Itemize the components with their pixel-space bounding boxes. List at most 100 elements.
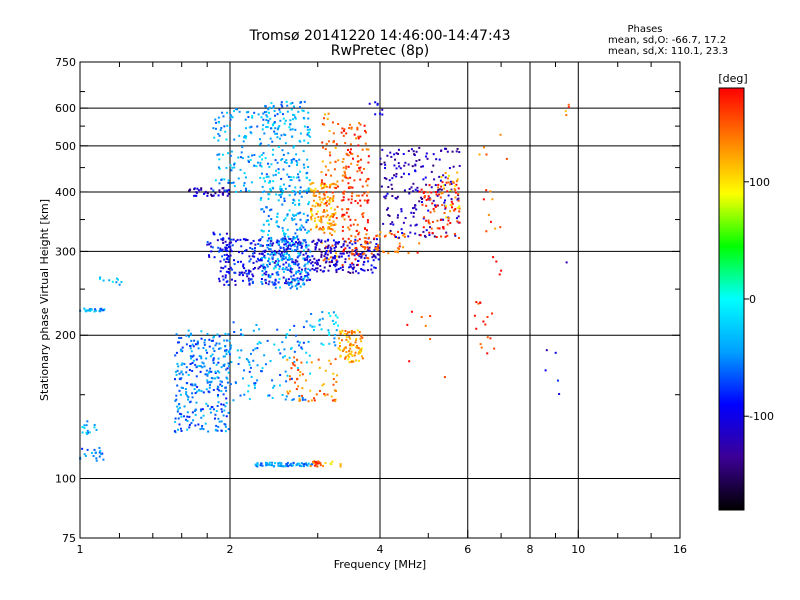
data-point bbox=[335, 217, 338, 220]
data-point bbox=[384, 234, 387, 237]
data-point bbox=[286, 246, 289, 249]
data-point bbox=[302, 465, 305, 468]
data-point bbox=[350, 152, 353, 155]
data-point bbox=[293, 364, 296, 367]
data-point bbox=[245, 135, 248, 138]
data-point bbox=[262, 263, 265, 266]
data-point bbox=[297, 238, 300, 241]
data-point bbox=[200, 357, 203, 360]
data-point bbox=[358, 349, 361, 352]
data-point bbox=[261, 367, 264, 370]
data-point bbox=[356, 264, 359, 267]
data-point bbox=[270, 102, 273, 105]
data-point bbox=[219, 260, 222, 263]
data-point bbox=[382, 250, 385, 253]
data-point bbox=[355, 194, 358, 197]
data-point bbox=[416, 251, 419, 254]
data-point bbox=[360, 348, 363, 351]
data-point bbox=[361, 185, 364, 188]
data-point bbox=[286, 213, 289, 216]
data-point bbox=[358, 252, 361, 255]
data-point bbox=[320, 182, 323, 185]
data-point bbox=[117, 278, 120, 281]
data-point bbox=[298, 394, 301, 397]
data-point bbox=[225, 270, 228, 273]
data-point bbox=[349, 186, 352, 189]
data-point bbox=[267, 394, 270, 397]
data-point bbox=[258, 341, 261, 344]
data-point bbox=[416, 189, 419, 192]
data-point bbox=[412, 215, 415, 218]
data-point bbox=[435, 236, 438, 239]
data-point bbox=[297, 242, 300, 245]
data-point bbox=[311, 255, 314, 258]
data-point bbox=[357, 352, 360, 355]
data-point bbox=[290, 377, 293, 380]
data-point bbox=[334, 241, 337, 244]
data-point bbox=[354, 247, 357, 250]
data-point bbox=[219, 383, 222, 386]
data-point bbox=[314, 243, 317, 246]
data-point bbox=[292, 113, 295, 116]
data-point bbox=[219, 129, 222, 132]
data-point bbox=[395, 197, 398, 200]
data-point bbox=[363, 257, 366, 260]
data-point bbox=[440, 176, 443, 179]
data-point bbox=[189, 363, 192, 366]
data-point bbox=[386, 192, 389, 195]
data-point bbox=[348, 336, 351, 339]
data-point bbox=[269, 127, 272, 130]
data-point bbox=[200, 188, 203, 191]
data-point bbox=[216, 376, 219, 379]
data-point bbox=[296, 366, 299, 369]
data-point bbox=[383, 177, 386, 180]
data-point bbox=[334, 358, 337, 361]
data-point bbox=[349, 123, 352, 126]
data-point bbox=[350, 198, 353, 201]
data-point bbox=[281, 203, 284, 206]
data-point bbox=[344, 346, 347, 349]
data-point bbox=[324, 369, 327, 372]
data-point bbox=[196, 340, 199, 343]
data-point bbox=[456, 198, 459, 201]
data-point bbox=[394, 250, 397, 253]
x-tick-label: 4 bbox=[377, 543, 384, 556]
data-point bbox=[196, 187, 199, 190]
data-point bbox=[337, 241, 340, 244]
data-point bbox=[270, 163, 273, 166]
data-point bbox=[176, 410, 179, 413]
data-point bbox=[319, 198, 322, 201]
data-point bbox=[293, 278, 296, 281]
data-point bbox=[265, 263, 268, 266]
data-point bbox=[308, 131, 311, 134]
data-point bbox=[429, 338, 432, 341]
data-point bbox=[267, 108, 270, 111]
data-point bbox=[284, 217, 287, 220]
data-point bbox=[229, 164, 232, 167]
data-point bbox=[434, 184, 437, 187]
data-point bbox=[413, 206, 416, 209]
data-point bbox=[251, 255, 254, 258]
y-axis-label: Stationary phase Virtual Height [km] bbox=[38, 199, 51, 401]
data-point bbox=[267, 144, 270, 147]
data-point bbox=[342, 237, 345, 240]
data-point bbox=[361, 213, 364, 216]
data-point bbox=[262, 177, 265, 180]
data-point bbox=[282, 117, 285, 120]
data-point bbox=[174, 417, 177, 420]
data-point bbox=[289, 287, 292, 290]
data-point bbox=[280, 259, 283, 262]
data-point bbox=[263, 111, 266, 114]
data-point bbox=[298, 266, 301, 269]
data-point bbox=[200, 427, 203, 430]
data-point bbox=[292, 118, 295, 121]
data-point bbox=[316, 261, 319, 264]
data-point bbox=[287, 235, 290, 238]
data-point bbox=[224, 265, 227, 268]
data-point bbox=[244, 118, 247, 121]
data-point bbox=[347, 182, 350, 185]
data-point bbox=[398, 242, 401, 245]
data-point bbox=[248, 255, 251, 258]
data-point bbox=[193, 187, 196, 190]
data-point bbox=[243, 271, 246, 274]
